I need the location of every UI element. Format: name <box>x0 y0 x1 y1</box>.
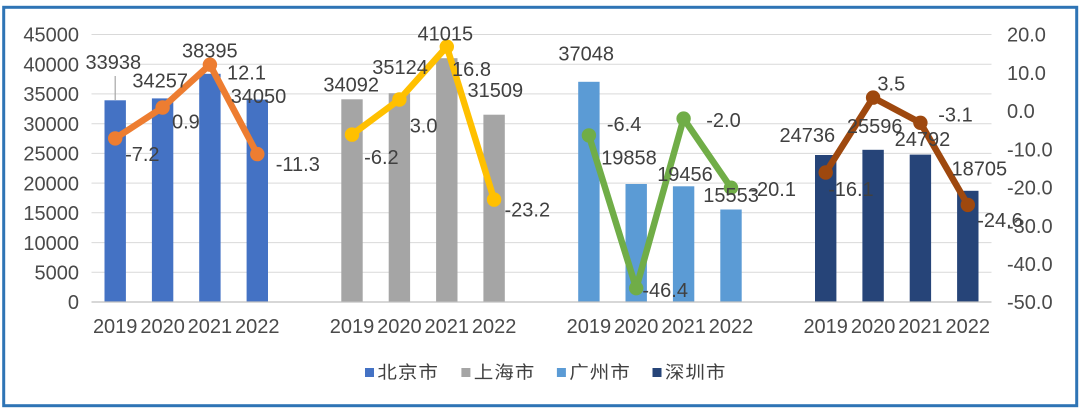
svg-text:-11.3: -11.3 <box>276 154 320 176</box>
svg-text:2021: 2021 <box>661 316 706 338</box>
svg-text:-46.4: -46.4 <box>642 280 688 302</box>
svg-text:25000: 25000 <box>23 144 79 166</box>
svg-text:15553: 15553 <box>703 185 759 207</box>
svg-text:41015: 41015 <box>417 24 473 46</box>
svg-text:30000: 30000 <box>23 114 79 136</box>
svg-text:45000: 45000 <box>23 25 79 47</box>
svg-text:2019: 2019 <box>803 316 848 338</box>
svg-text:24792: 24792 <box>895 129 951 151</box>
svg-text:5000: 5000 <box>35 263 80 285</box>
svg-text:2019: 2019 <box>93 316 138 338</box>
svg-text:20000: 20000 <box>23 173 79 195</box>
svg-text:2021: 2021 <box>425 316 470 338</box>
svg-text:-7.2: -7.2 <box>125 144 159 166</box>
svg-text:2022: 2022 <box>472 316 517 338</box>
svg-text:33938: 33938 <box>85 52 141 74</box>
svg-text:3.5: 3.5 <box>877 74 905 96</box>
svg-text:16.8: 16.8 <box>452 59 491 81</box>
svg-text:34257: 34257 <box>132 71 188 93</box>
svg-text:19456: 19456 <box>657 164 713 186</box>
svg-text:2022: 2022 <box>235 316 280 338</box>
svg-text:2020: 2020 <box>614 316 659 338</box>
svg-text:-6.2: -6.2 <box>364 147 398 169</box>
svg-text:-16.1: -16.1 <box>828 179 874 201</box>
svg-text:-30.0: -30.0 <box>1007 216 1053 238</box>
svg-text:25596: 25596 <box>847 116 903 138</box>
svg-text:-20.1: -20.1 <box>750 179 796 201</box>
svg-text:2020: 2020 <box>377 316 422 338</box>
svg-text:-3.1: -3.1 <box>938 105 972 127</box>
svg-text:-50.0: -50.0 <box>1007 292 1053 314</box>
svg-text:24736: 24736 <box>779 125 835 147</box>
svg-text:35124: 35124 <box>372 57 428 79</box>
svg-text:20.0: 20.0 <box>1007 25 1046 47</box>
svg-text:40000: 40000 <box>23 54 79 76</box>
svg-text:34092: 34092 <box>323 75 379 97</box>
svg-text:0: 0 <box>68 292 79 314</box>
svg-text:2020: 2020 <box>851 316 896 338</box>
svg-text:12.1: 12.1 <box>227 63 266 85</box>
svg-text:-6.4: -6.4 <box>607 114 641 136</box>
svg-text:2022: 2022 <box>946 316 991 338</box>
svg-text:3.0: 3.0 <box>410 116 438 138</box>
svg-text:2019: 2019 <box>330 316 375 338</box>
svg-text:10000: 10000 <box>23 233 79 255</box>
svg-text:-2.0: -2.0 <box>706 110 740 132</box>
svg-text:0.9: 0.9 <box>172 112 200 134</box>
svg-text:38395: 38395 <box>182 41 238 63</box>
svg-text:2020: 2020 <box>140 316 185 338</box>
svg-text:31509: 31509 <box>467 80 523 102</box>
svg-text:-10.0: -10.0 <box>1007 139 1053 161</box>
svg-text:10.0: 10.0 <box>1007 63 1046 85</box>
svg-text:18705: 18705 <box>951 159 1007 181</box>
svg-text:-24.6: -24.6 <box>977 210 1023 232</box>
svg-text:2022: 2022 <box>709 316 754 338</box>
svg-text:19858: 19858 <box>601 148 657 170</box>
svg-text:2021: 2021 <box>898 316 943 338</box>
svg-text:15000: 15000 <box>23 203 79 225</box>
svg-text:-40.0: -40.0 <box>1007 254 1053 276</box>
svg-text:35000: 35000 <box>23 84 79 106</box>
svg-text:0.0: 0.0 <box>1007 101 1035 123</box>
svg-text:-23.2: -23.2 <box>505 200 551 222</box>
svg-text:2021: 2021 <box>188 316 233 338</box>
svg-text:34050: 34050 <box>231 86 287 108</box>
svg-text:2019: 2019 <box>567 316 612 338</box>
svg-text:37048: 37048 <box>558 44 614 66</box>
svg-text:-20.0: -20.0 <box>1007 178 1053 200</box>
